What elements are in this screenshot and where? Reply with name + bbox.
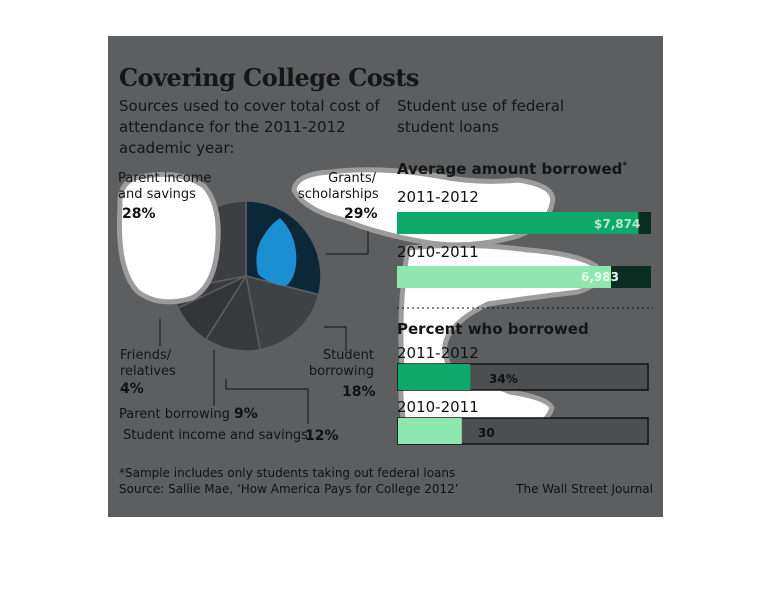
avg-year-label-2010-2011: 2010-2011 <box>397 243 479 261</box>
avg-bar-2010-2011 <box>397 266 611 288</box>
pct-borrowed-heading: Percent who borrowed <box>397 320 589 338</box>
avg-bar-2011-2012 <box>397 212 639 234</box>
pie-value-student-income: 12% <box>305 428 339 444</box>
footnote: *Sample includes only students taking ou… <box>119 466 456 480</box>
avg-borrowed-heading: Average amount borrowed* <box>397 160 628 178</box>
chart-title: Covering College Costs <box>119 63 419 92</box>
pct-value-2011-2012: 34% <box>489 372 518 386</box>
pie-highlight <box>256 218 297 286</box>
pct-bar-2010-2011 <box>398 418 462 444</box>
avg-value-2010-2011: 6,983 <box>581 270 619 284</box>
pie-value-parent-borrowing: 9% <box>234 406 258 422</box>
pie-value-parent-income: 28% <box>122 206 156 222</box>
pie-label-student-income: Student income and savings <box>123 428 308 443</box>
pie-label-parent-income: Parent income and savings <box>118 171 212 202</box>
pct-year-label-2010-2011: 2010-2011 <box>397 398 479 416</box>
leader-line-student-borrowing <box>324 326 347 351</box>
pie-value-friends: 4% <box>120 381 144 397</box>
pct-year-label-2011-2012: 2011-2012 <box>397 344 479 362</box>
pie-label-parent-borrowing: Parent borrowing <box>119 407 230 422</box>
highlight-blob-left <box>116 171 221 305</box>
leader-line-grants <box>326 229 369 255</box>
chart-panel: Covering College Costs Sources used to c… <box>108 36 663 517</box>
pie-value-grants: 29% <box>344 206 378 222</box>
pct-value-2010-2011: 30 <box>478 426 495 440</box>
leader-line-student-income <box>225 379 309 424</box>
avg-year-label-2011-2012: 2011-2012 <box>397 188 479 206</box>
pie-value-student-borrowing: 18% <box>342 384 376 400</box>
source-note: Source: Sallie Mae, ‘How America Pays fo… <box>119 482 459 496</box>
chart-graphics <box>116 167 653 445</box>
pie-label-student-borrowing: Student borrowing <box>308 348 374 379</box>
pie-label-grants: Grants/ scholarships <box>298 171 379 202</box>
pie-slice-student-borrowing <box>245 274 320 351</box>
pie-subtitle: Sources used to cover total cost of atte… <box>119 97 380 157</box>
pie-label-friends: Friends/ relatives <box>120 348 176 379</box>
pct-bar-2011-2012 <box>398 364 471 390</box>
loans-heading: Student use of federal student loans <box>397 97 565 136</box>
avg-value-2011-2012: $7,874 <box>594 217 641 231</box>
credit: The Wall Street Journal <box>516 482 653 496</box>
